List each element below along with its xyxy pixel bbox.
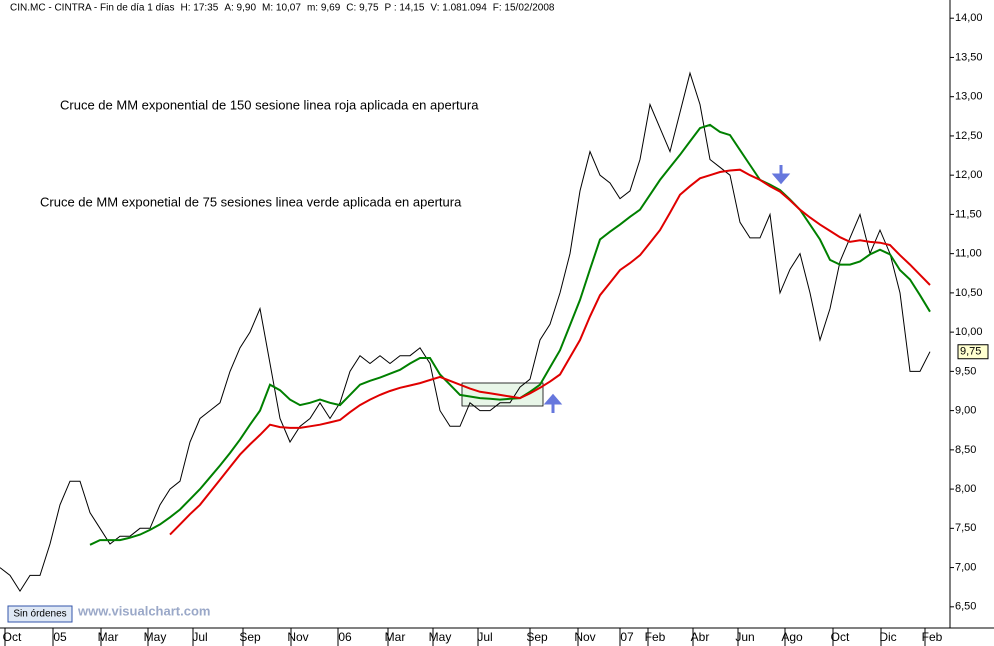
x-tick-label: Mar xyxy=(385,630,406,644)
y-tick-label: 7,50 xyxy=(955,522,976,534)
x-tick-label: Jul xyxy=(192,630,207,644)
y-tick-label: 12,00 xyxy=(955,169,983,181)
x-tick-label: Jul xyxy=(477,630,492,644)
annotation: Cruce de MM exponential de 150 sesione l… xyxy=(60,97,479,112)
y-tick-label: 12,50 xyxy=(955,130,983,142)
x-tick-label: Sep xyxy=(239,630,261,644)
header-item: V: 1.081.094 xyxy=(430,3,487,14)
x-tick-label: Dic xyxy=(879,630,896,644)
button[interactable] xyxy=(7,605,73,623)
x-tick-label: Oct xyxy=(831,630,850,644)
x-tick-label: Feb xyxy=(922,630,943,644)
header-item: F: 15/02/2008 xyxy=(493,3,555,14)
y-tick-label: 13,50 xyxy=(955,51,983,63)
header-item: m: 9,69 xyxy=(307,3,341,14)
y-tick-label: 7,00 xyxy=(955,561,976,573)
down-arrow xyxy=(771,165,791,185)
up-arrow xyxy=(543,393,563,413)
y-tick-label: 9,50 xyxy=(955,365,976,377)
x-tick-label: Jun xyxy=(735,630,754,644)
y-tick-label: 6,50 xyxy=(955,601,976,613)
last-value-label: 9,75 xyxy=(960,346,981,358)
x-tick-label: 05 xyxy=(53,630,67,644)
x-tick-label: Feb xyxy=(645,630,666,644)
watermark: www.visualchart.com xyxy=(77,603,210,618)
x-tick-label: Sep xyxy=(526,630,548,644)
x-tick-label: Ago xyxy=(781,630,803,644)
x-tick-label: Mar xyxy=(98,630,119,644)
y-tick-label: 10,00 xyxy=(955,326,983,338)
y-tick-label: 8,50 xyxy=(955,444,976,456)
x-tick-label: Oct xyxy=(3,630,22,644)
header-item: H: 17:35 xyxy=(181,3,219,14)
y-tick-label: 9,00 xyxy=(955,405,976,417)
series-line xyxy=(0,71,931,593)
x-tick-label: Nov xyxy=(574,630,595,644)
header-item: P : 14,15 xyxy=(385,3,425,14)
x-tick-label: May xyxy=(429,630,452,644)
last-value-box xyxy=(957,344,989,360)
header-item: A: 9,90 xyxy=(224,3,256,14)
header-item: M: 10,07 xyxy=(262,3,301,14)
annotation: Cruce de MM exponetial de 75 sesiones li… xyxy=(40,194,462,209)
header: CIN.MC - CINTRA - Fin de día 1 días H: 17… xyxy=(10,3,555,14)
y-tick-label: 10,50 xyxy=(955,287,983,299)
y-tick-label: 11,00 xyxy=(955,248,982,260)
y-tick-label: 14,00 xyxy=(955,12,983,24)
y-tick-label: 8,00 xyxy=(955,483,976,495)
x-tick-label: 06 xyxy=(338,630,352,644)
x-tick-label: 07 xyxy=(620,630,634,644)
y-tick-label: 11,50 xyxy=(955,208,982,220)
y-tick-label: 13,00 xyxy=(955,91,983,103)
x-tick-label: May xyxy=(144,630,167,644)
x-tick-label: Abr xyxy=(691,630,710,644)
x-tick-label: Nov xyxy=(287,630,308,644)
header-item: CIN.MC - CINTRA - Fin de día 1 días xyxy=(10,3,175,14)
header-item: C: 9,75 xyxy=(346,3,379,14)
series-line xyxy=(169,168,931,536)
button-label[interactable]: Sin órdenes xyxy=(13,609,66,620)
